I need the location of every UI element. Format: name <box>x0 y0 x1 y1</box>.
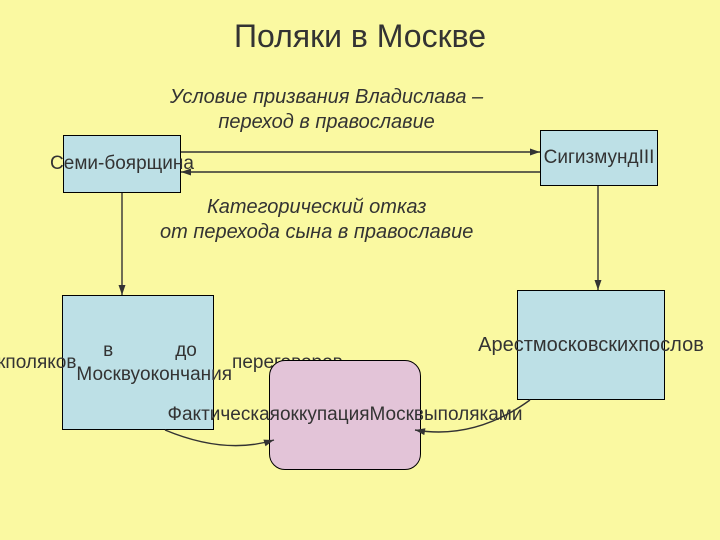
refusal-note: Категорический отказот перехода сына в п… <box>160 195 473 245</box>
node-semiboyarshchina: Семи-боярщина <box>63 135 181 193</box>
node-occupation-moscow: ФактическаяоккупацияМосквыполяками <box>269 360 421 470</box>
page-title: Поляки в Москве <box>0 18 720 55</box>
node-arest-poslov: Арестмосковскихпослов <box>517 290 665 400</box>
node-sigismund-iii: СигизмундIII <box>540 130 658 186</box>
condition-note: Условие призвания Владислава –переход в … <box>170 85 483 135</box>
edge-propusk-to-occupation <box>165 430 274 446</box>
